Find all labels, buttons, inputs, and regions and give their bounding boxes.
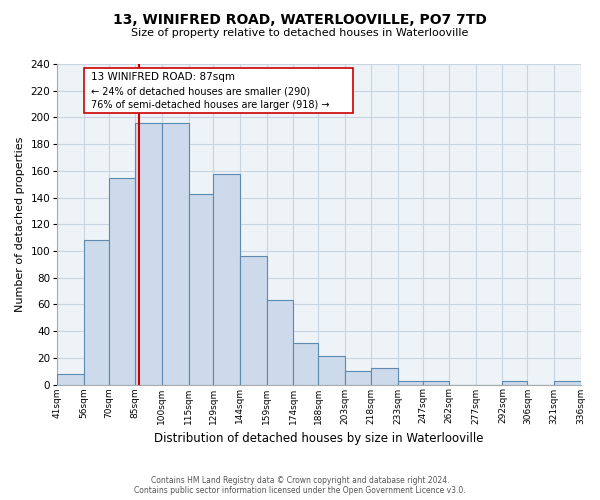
Bar (398, 380, 422, 384)
Bar (109, 178, 135, 384)
X-axis label: Distribution of detached houses by size in Waterlooville: Distribution of detached houses by size … (154, 432, 484, 445)
Bar (188, 194, 214, 384)
Bar (266, 300, 293, 384)
Bar (293, 343, 318, 384)
Bar (240, 256, 266, 384)
Bar (502, 380, 527, 384)
Y-axis label: Number of detached properties: Number of detached properties (15, 136, 25, 312)
Text: 13, WINIFRED ROAD, WATERLOOVILLE, PO7 7TD: 13, WINIFRED ROAD, WATERLOOVILLE, PO7 7T… (113, 12, 487, 26)
Bar (554, 380, 581, 384)
Bar (162, 123, 188, 384)
Bar (214, 174, 240, 384)
Text: Size of property relative to detached houses in Waterlooville: Size of property relative to detached ho… (131, 28, 469, 38)
Bar (371, 368, 398, 384)
Bar (135, 123, 162, 384)
Bar (57, 374, 84, 384)
Text: Contains HM Land Registry data © Crown copyright and database right 2024.
Contai: Contains HM Land Registry data © Crown c… (134, 476, 466, 495)
Bar (422, 380, 449, 384)
Text: 76% of semi-detached houses are larger (918) →: 76% of semi-detached houses are larger (… (91, 100, 329, 110)
Text: 13 WINIFRED ROAD: 87sqm: 13 WINIFRED ROAD: 87sqm (91, 72, 235, 82)
Bar (318, 356, 344, 384)
Bar (84, 68, 353, 114)
Text: ← 24% of detached houses are smaller (290): ← 24% of detached houses are smaller (29… (91, 86, 310, 97)
Bar (344, 371, 371, 384)
Bar (84, 240, 109, 384)
